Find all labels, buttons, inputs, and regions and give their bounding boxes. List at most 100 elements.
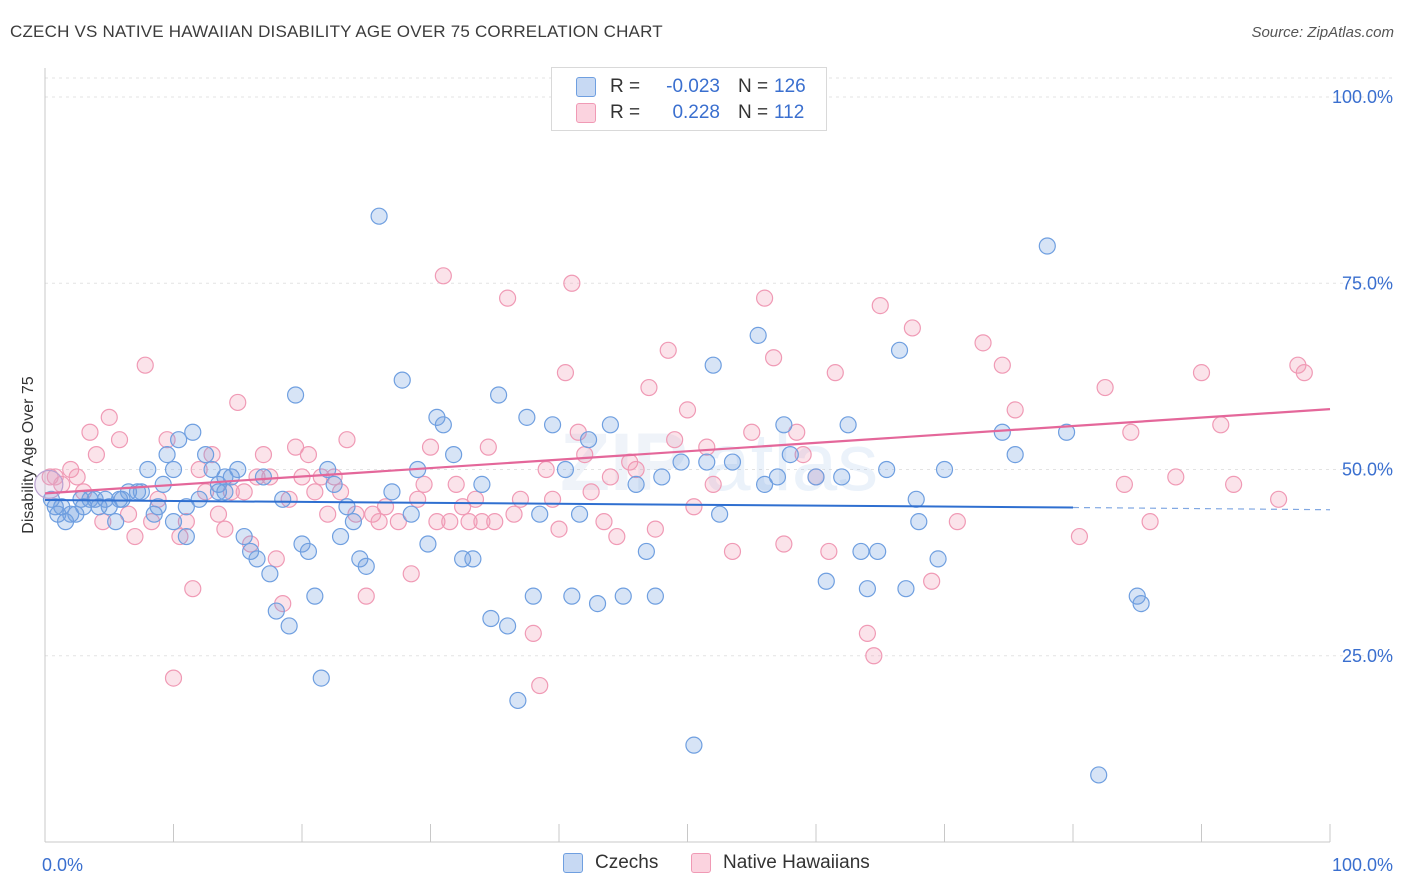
y-tick-label: 50.0% [1342, 460, 1393, 480]
czech-point [524, 587, 542, 605]
czech-point [563, 587, 581, 605]
hawaiian-point [1225, 475, 1243, 493]
czech-point [1038, 237, 1056, 255]
czech-point [556, 460, 575, 479]
legend-row-czechs: R = -0.023 N = 126 [576, 74, 806, 100]
hawaiian-point [248, 468, 266, 486]
legend-n-value-hawaiians: 112 [774, 102, 805, 123]
hawaiian-point [974, 334, 992, 352]
czech-point [370, 207, 388, 225]
czech-point [177, 498, 195, 516]
hawaiian-point [87, 446, 106, 464]
overlap-point [34, 469, 64, 499]
legend-r-value-czechs: -0.023 [666, 76, 720, 97]
legend-r-value-hawaiians: 0.228 [672, 102, 720, 123]
czech-point [518, 408, 536, 426]
hawaiian-point [1212, 416, 1230, 434]
hawaiian-point [235, 483, 253, 501]
czech-point [184, 423, 202, 441]
czech-point [858, 580, 877, 598]
hawaiian-point [306, 483, 324, 501]
hawaiian-point [678, 401, 697, 419]
czech-point [299, 542, 318, 561]
czech-point [473, 475, 491, 493]
hawaiian-point [505, 505, 523, 523]
czech-point [749, 326, 767, 344]
hawaiian-point [428, 513, 446, 531]
czech-point [588, 594, 607, 613]
hawaiian-point [299, 446, 318, 464]
legend-r-label: R = [610, 102, 641, 123]
series-czechs [34, 207, 1150, 784]
hawaiian-point [126, 527, 144, 546]
czech-point [261, 565, 279, 583]
hawaiian-point [338, 431, 356, 449]
source-label: Source: ZipAtlas.com [1251, 24, 1394, 41]
czech-point [509, 691, 527, 710]
x-tick-label: 100.0% [1332, 855, 1393, 875]
hawaiian-point [1192, 364, 1211, 382]
czech-point [248, 550, 266, 568]
hawaiian-point [376, 498, 395, 516]
legend-n-value-czechs: 126 [774, 76, 806, 97]
hawaiian-point [601, 468, 620, 486]
czech-point [601, 416, 620, 434]
hawaiian-point [499, 289, 517, 307]
hawaiian-point [608, 527, 626, 546]
hawaiian-point [184, 580, 202, 598]
hawaiian-point [479, 438, 497, 456]
hawaiian-point [537, 460, 555, 479]
hawaiian-point [993, 356, 1011, 374]
czech-point [197, 446, 215, 464]
hawaiian-point [556, 364, 575, 382]
czech-point [653, 468, 671, 486]
czech-point [419, 535, 437, 553]
hawaiian-point [511, 490, 530, 508]
hawaiian-point [136, 356, 154, 374]
czech-point [723, 453, 742, 471]
czech-point [331, 527, 350, 546]
czech-point [490, 386, 508, 404]
bottom-legend-czechs: Czechs [563, 852, 658, 874]
czech-point [637, 542, 655, 561]
hawaiian-point [434, 267, 452, 285]
hawaiian-point [723, 542, 742, 561]
bottom-legend-hawaiians-label: Native Hawaiians [723, 852, 870, 873]
hawaiian-point [209, 505, 228, 523]
czech-point [698, 453, 716, 471]
hawaiian-point [794, 446, 812, 464]
axes [44, 68, 1331, 843]
hawaiian-point [903, 319, 921, 337]
hawaiian-point [595, 513, 613, 531]
hawaiian-point [871, 297, 889, 315]
czech-point [325, 475, 343, 493]
czech-point [434, 416, 452, 434]
hawaiian-point [543, 490, 562, 508]
hawaiian-point [576, 446, 594, 464]
x-tick-label: 0.0% [42, 855, 83, 875]
czechs-swatch [563, 853, 583, 873]
hawaiian-point [826, 364, 844, 382]
czech-point [158, 446, 176, 464]
czech-point [672, 453, 690, 471]
hawaiian-point [764, 349, 783, 367]
czech-point [781, 446, 799, 464]
czech-point [807, 468, 825, 486]
hawaiian-point [100, 408, 118, 426]
czech-point [383, 483, 401, 501]
hawaiian-point [441, 513, 459, 531]
hawaiian-point [820, 542, 838, 561]
czech-point [1057, 423, 1076, 441]
hawaiian-point [460, 513, 478, 531]
czech-point [149, 498, 167, 516]
czech-point [768, 468, 787, 486]
hawaiian-point [1122, 423, 1140, 441]
czech-point [170, 431, 188, 449]
czech-point [357, 557, 375, 575]
czech-point [711, 505, 729, 523]
czech-point [164, 513, 183, 531]
czech-point [139, 460, 157, 479]
czech-point [445, 446, 463, 464]
hawaiian-point [1295, 364, 1313, 382]
czech-point [402, 505, 420, 523]
